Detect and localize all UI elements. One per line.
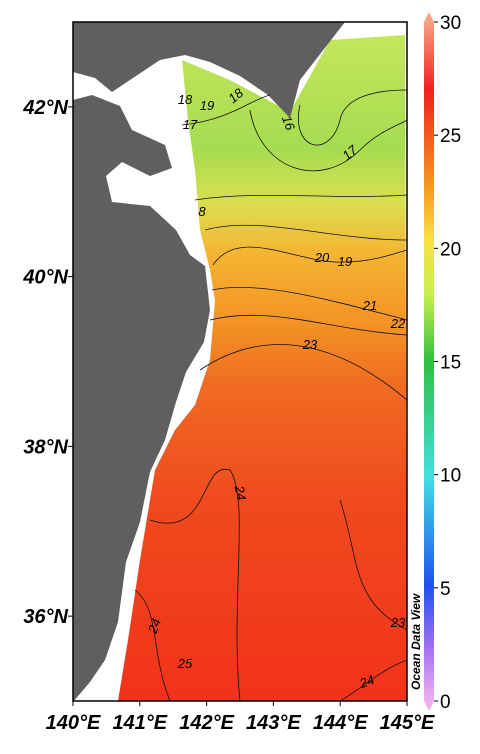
x-tick-label: 142°E	[179, 712, 234, 734]
x-tick-label: 143°E	[246, 712, 301, 734]
colorbar	[424, 22, 434, 701]
contour-label: 21	[362, 298, 377, 313]
colorbar-ticks: 0 5 10 15 20 25 30	[434, 13, 461, 713]
colorbar-tick-label: 10	[440, 466, 461, 487]
colorbar-tick-label: 0	[440, 692, 451, 713]
contour-line	[181, 94, 271, 126]
land	[73, 22, 345, 118]
y-tick-label: 42°N	[22, 97, 68, 119]
colorbar-arrow	[424, 12, 434, 22]
contour-line	[212, 246, 407, 266]
contour-line	[209, 314, 407, 336]
contour-label: 23	[390, 615, 406, 630]
contour-label: 24	[145, 616, 164, 636]
contour-label: 18	[178, 92, 193, 107]
contour-line	[339, 659, 407, 701]
contour-label: 19	[338, 254, 352, 269]
colorbar-arrow	[424, 701, 434, 711]
contour-line	[199, 344, 407, 401]
x-tick-label: 145°E	[380, 712, 435, 734]
contour-label: 25	[177, 656, 193, 671]
colorbar-tick-label: 30	[440, 13, 461, 34]
contour-line	[339, 499, 407, 631]
contour-line	[249, 109, 407, 172]
ocean-field	[118, 35, 407, 701]
contour-label: 8	[198, 204, 206, 219]
land	[73, 95, 210, 701]
x-tick-label: 141°E	[112, 712, 167, 734]
x-tick-label: 144°E	[313, 712, 368, 734]
colorbar-tick-label: 15	[440, 353, 461, 374]
contour-label: 24	[357, 672, 377, 691]
y-tick-label: 38°N	[23, 436, 68, 458]
colorbar-tick-label: 5	[440, 579, 451, 600]
contour-label: 20	[314, 250, 330, 265]
watermark: Ocean Data View	[409, 593, 423, 690]
contours	[134, 89, 407, 701]
contour-line	[204, 224, 407, 241]
contour-line	[298, 89, 407, 146]
contour-label: 16	[279, 113, 298, 132]
contour-label: 23	[302, 337, 318, 352]
y-tick-label: 40°N	[22, 267, 68, 289]
contour-line	[211, 286, 407, 321]
contour-label: 22	[390, 316, 406, 331]
contour-line	[134, 589, 171, 701]
contour-line	[194, 194, 407, 201]
y-tick-label: 36°N	[23, 606, 68, 628]
colorbar-tick-label: 20	[440, 239, 461, 260]
colorbar-tick-label: 25	[440, 126, 461, 147]
contour-line	[149, 468, 241, 701]
frame	[72, 21, 408, 702]
axes: 140°E 141°E 142°E 143°E 144°E 145°E 36°N 38°N 40…	[22, 97, 435, 734]
x-tick-label: 140°E	[46, 712, 101, 734]
contour-label: 24	[232, 484, 249, 502]
contour-label: 17	[183, 117, 198, 132]
contour-label: 19	[200, 98, 214, 113]
